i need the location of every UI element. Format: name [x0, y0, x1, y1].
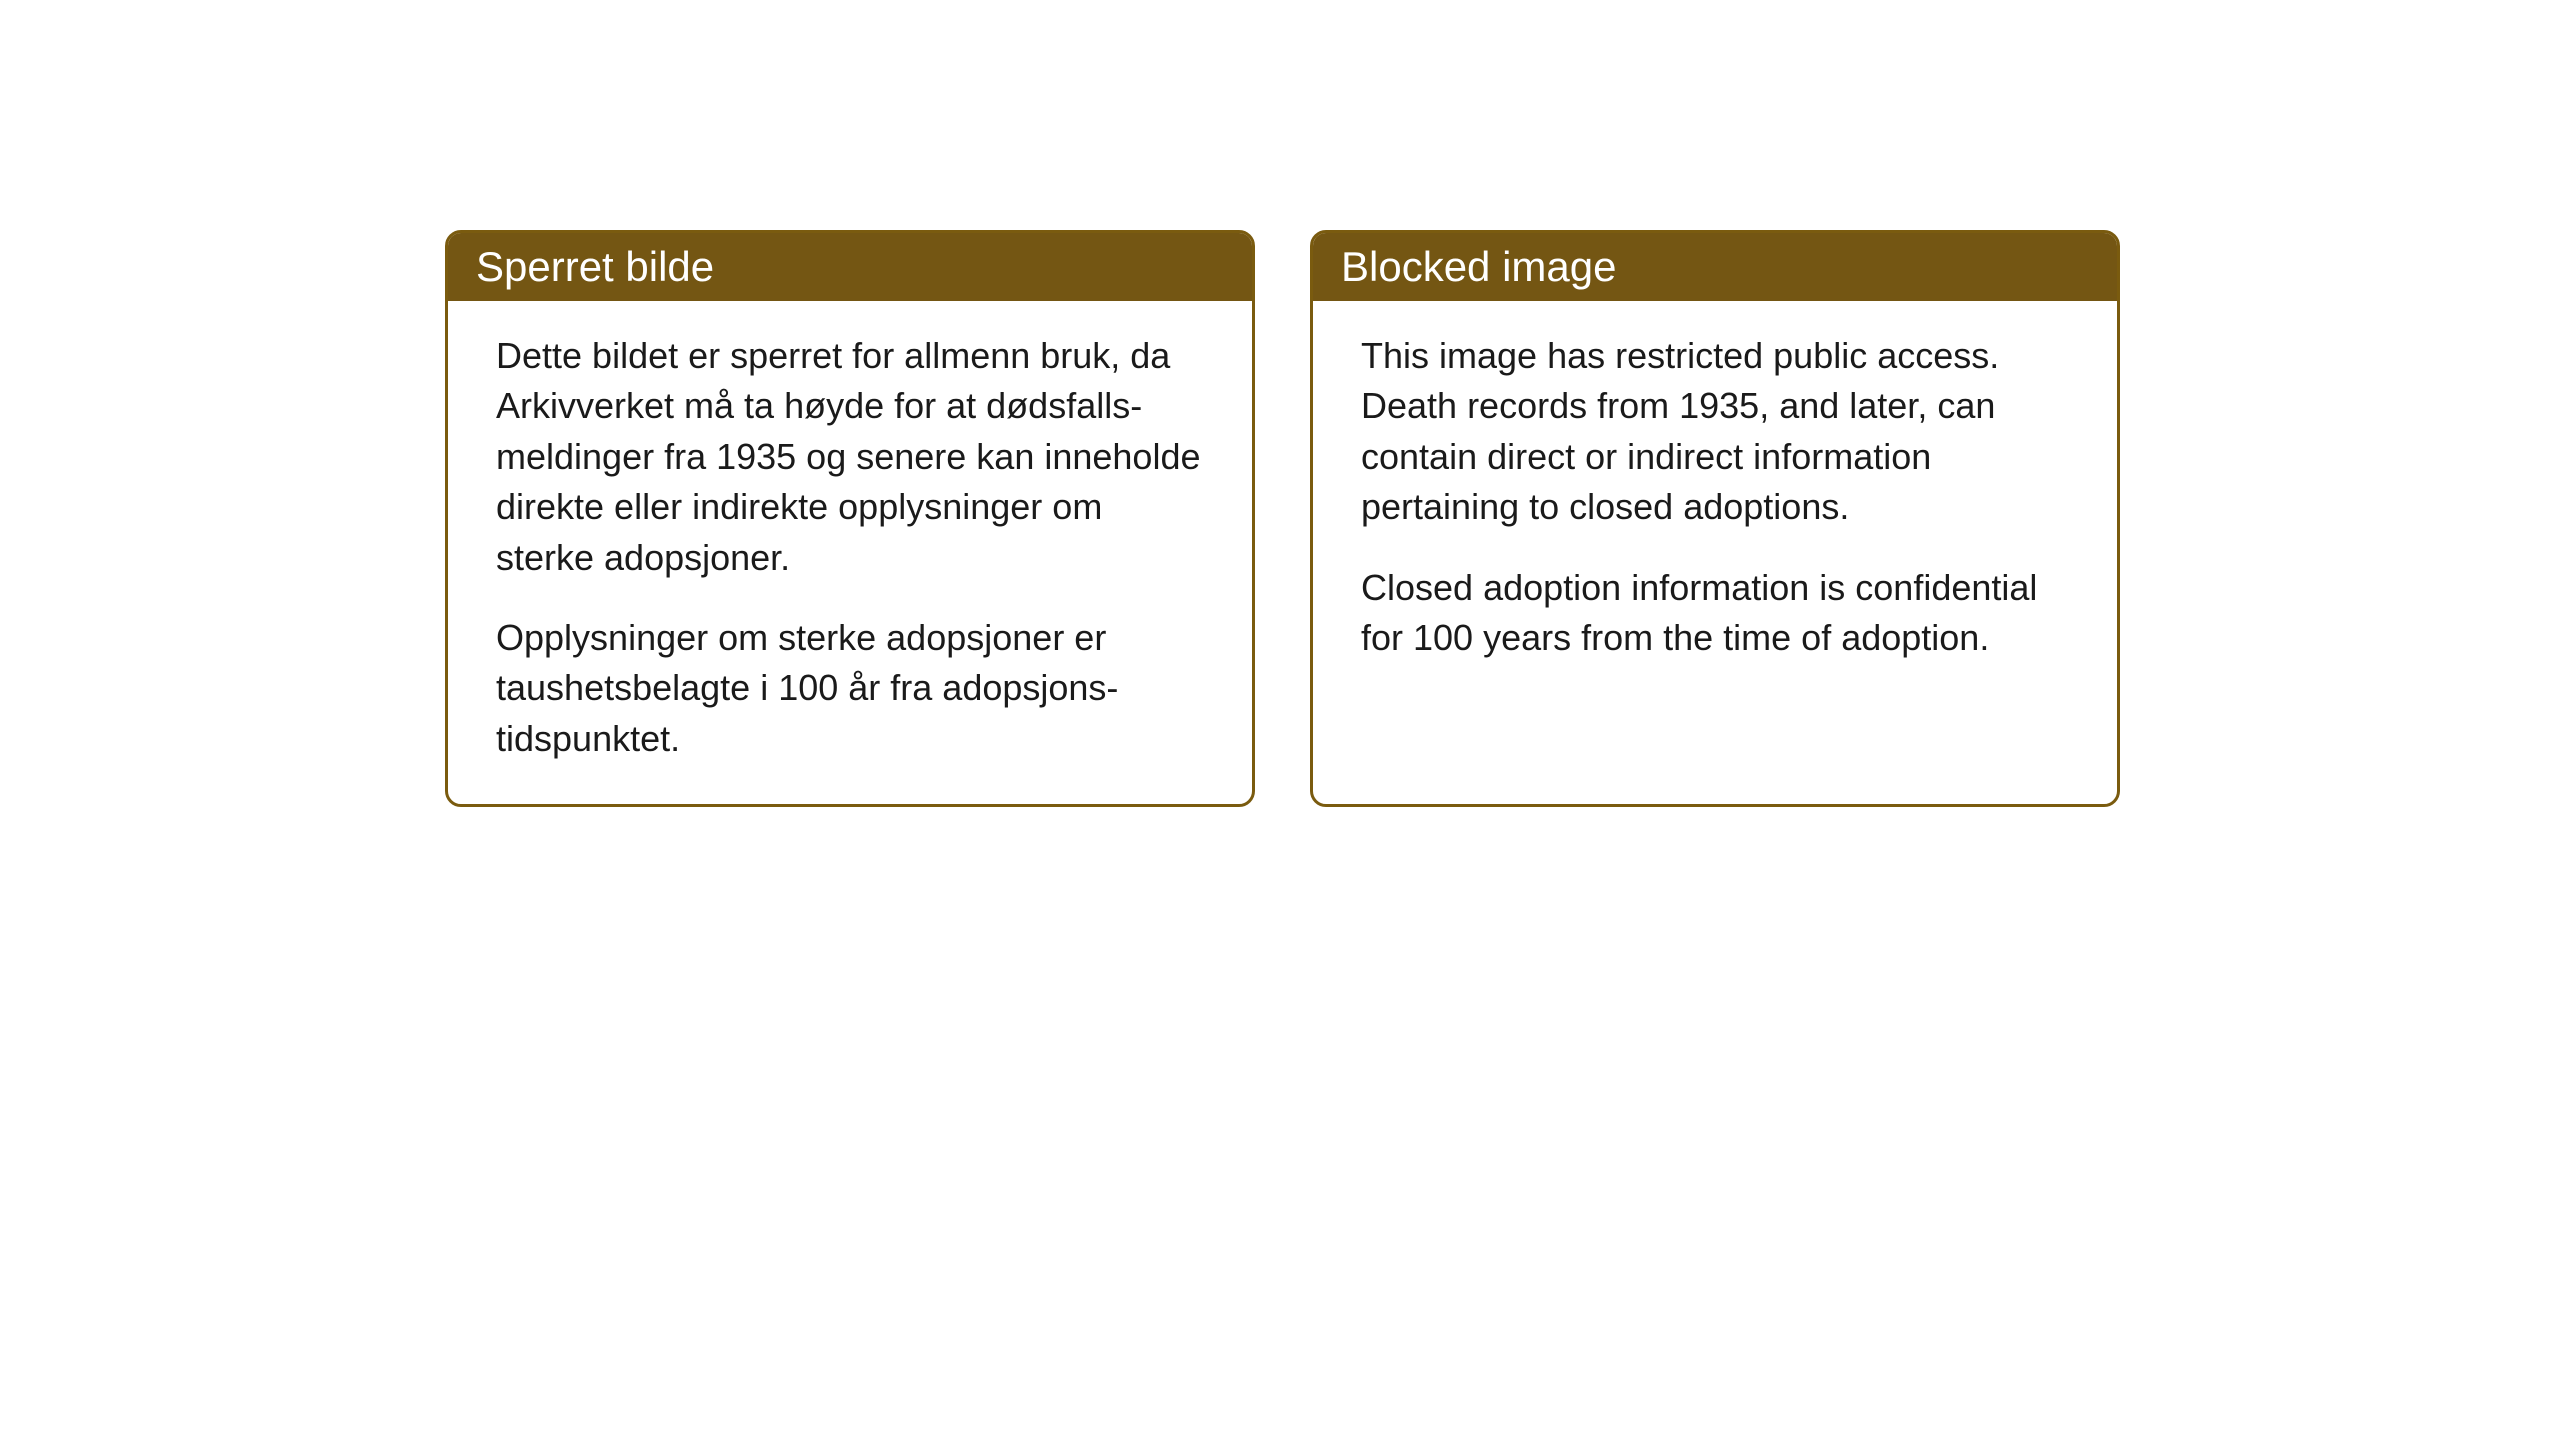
box-body-english: This image has restricted public access.… — [1313, 301, 2117, 703]
info-box-norwegian: Sperret bilde Dette bildet er sperret fo… — [445, 230, 1255, 807]
box-paragraph-1-english: This image has restricted public access.… — [1361, 331, 2069, 533]
info-box-english: Blocked image This image has restricted … — [1310, 230, 2120, 807]
box-title-english: Blocked image — [1341, 243, 1616, 290]
box-title-norwegian: Sperret bilde — [476, 243, 714, 290]
box-body-norwegian: Dette bildet er sperret for allmenn bruk… — [448, 301, 1252, 804]
box-header-norwegian: Sperret bilde — [448, 233, 1252, 301]
box-paragraph-2-norwegian: Opplysninger om sterke adopsjoner er tau… — [496, 613, 1204, 764]
box-paragraph-1-norwegian: Dette bildet er sperret for allmenn bruk… — [496, 331, 1204, 583]
info-boxes-container: Sperret bilde Dette bildet er sperret fo… — [445, 230, 2120, 807]
box-header-english: Blocked image — [1313, 233, 2117, 301]
box-paragraph-2-english: Closed adoption information is confident… — [1361, 563, 2069, 664]
